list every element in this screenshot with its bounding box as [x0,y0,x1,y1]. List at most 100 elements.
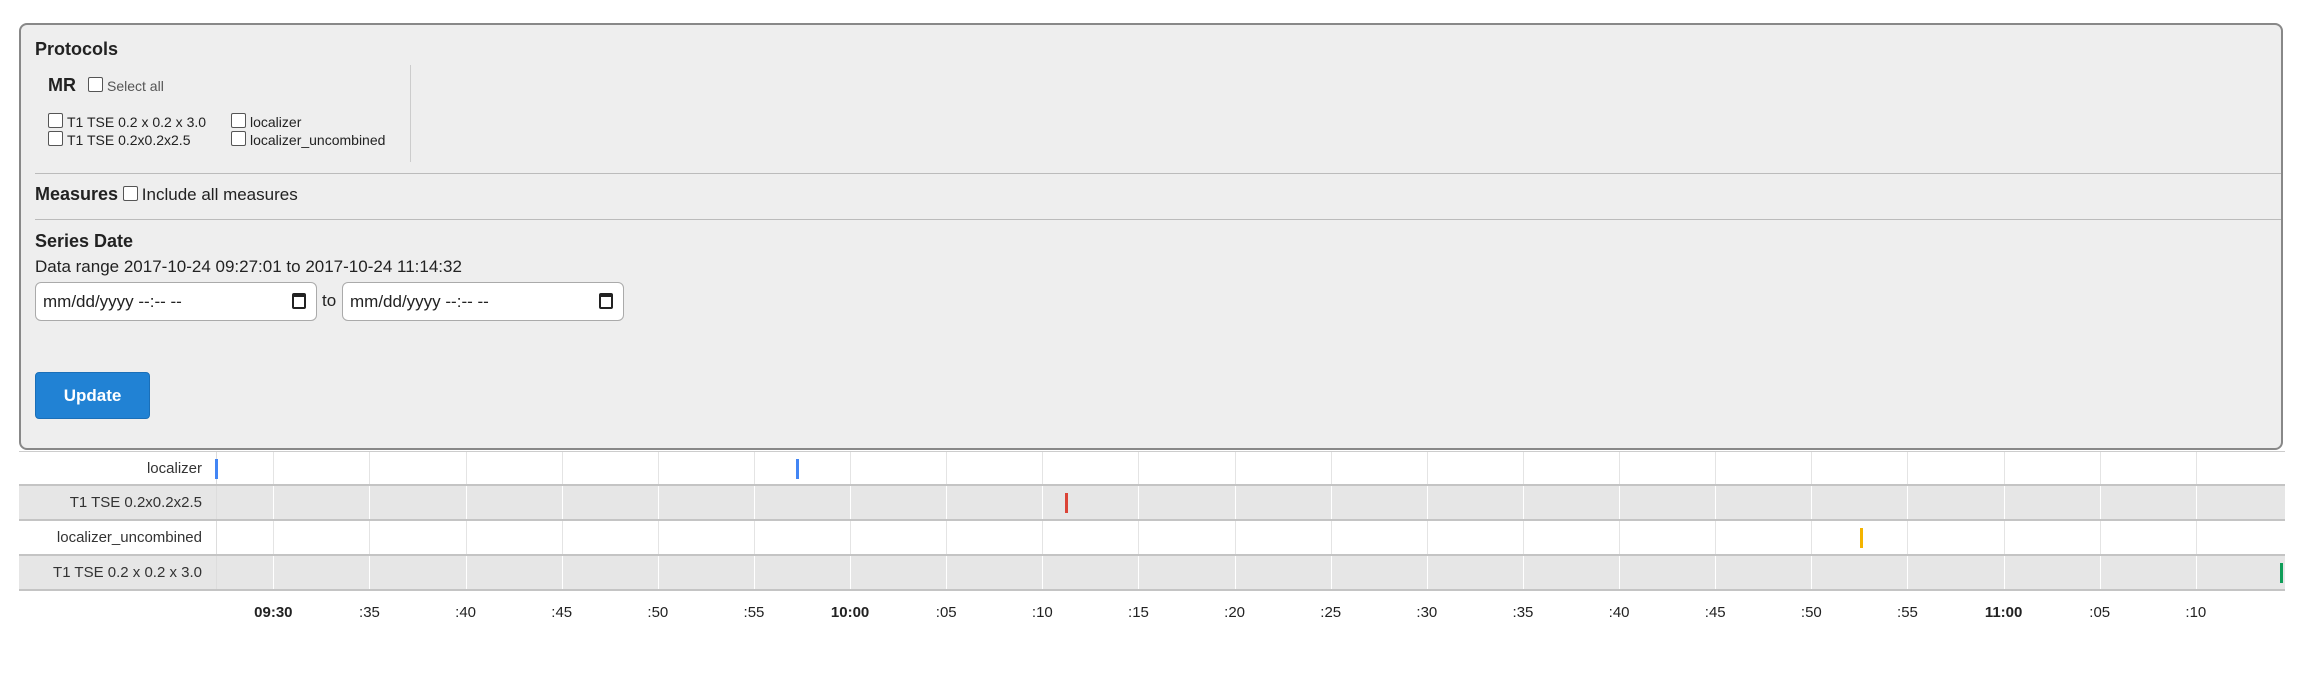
gridline [1138,452,1140,484]
x-tick-label: :35 [1512,604,1534,621]
divider [35,173,2281,174]
gridline [1138,521,1140,554]
measures-heading: Measures [35,184,119,204]
gridline [2195,486,2197,519]
gridline [2003,556,2005,589]
data-range-text: Data range 2017-10-24 09:27:01 to 2017-1… [35,257,462,276]
gridline [369,486,371,519]
gridline [850,556,852,589]
gridline [2195,521,2197,554]
gridline [850,521,852,554]
to-date-placeholder: mm/dd/yyyy --:-- -- [350,292,489,311]
x-tick-label: :40 [455,604,477,621]
x-tick-label: :25 [1320,604,1342,621]
gridline [1042,521,1044,554]
gridline [753,556,755,589]
divider [35,219,2281,220]
gridline [2003,521,2005,554]
calendar-icon[interactable] [292,293,306,309]
protocol-label: localizer [250,114,302,130]
gridline [369,556,371,589]
gridline [1522,486,1524,519]
checkbox[interactable] [231,131,246,146]
checkbox[interactable] [48,113,63,128]
gridline [273,452,275,484]
gridline [946,556,948,589]
to-date-input[interactable]: mm/dd/yyyy --:-- -- [342,282,624,321]
gridline [2195,452,2197,484]
protocol-label: T1 TSE 0.2x0.2x2.5 [67,132,191,148]
gridline [657,486,659,519]
protocol-checkbox[interactable]: T1 TSE 0.2x0.2x2.5 [48,131,190,148]
series-event-mark[interactable] [215,459,218,479]
gridline [1330,452,1332,484]
protocol-checkbox[interactable]: T1 TSE 0.2 x 0.2 x 3.0 [48,113,206,130]
x-tick-label: :45 [551,604,573,621]
from-date-placeholder: mm/dd/yyyy --:-- -- [43,292,182,311]
gridline [1138,486,1140,519]
gridline [1042,486,1044,519]
gridline [946,486,948,519]
x-tick-label: :45 [1704,604,1726,621]
filter-panel: Protocols MR Select all T1 TSE 0.2 x 0.2… [19,23,2283,450]
gridline [273,556,275,589]
x-tick-label: 10:00 [830,604,870,621]
gridline [1522,521,1524,554]
update-button[interactable]: Update [35,372,150,419]
x-tick-label: :15 [1128,604,1149,621]
x-tick-label: :05 [935,604,957,621]
protocol-checkbox[interactable]: localizer [231,113,301,130]
mr-group-label: MR [48,75,76,95]
gridline [946,521,948,554]
gridline [369,452,371,484]
gridline [1522,452,1524,484]
x-tick-label: :40 [1608,604,1630,621]
x-tick-label: :50 [1800,604,1822,621]
series-event-mark[interactable] [1064,493,1068,513]
gridline [1811,556,1813,589]
x-tick-label: :30 [1416,604,1438,621]
series-event-mark[interactable] [2280,563,2283,583]
gridline [1234,486,1236,519]
gridline [1330,556,1332,589]
gridline [1426,452,1428,484]
checkbox[interactable] [48,131,63,146]
gridline [2099,556,2101,589]
gridline [1426,521,1428,554]
gridline [216,556,217,589]
from-date-input[interactable]: mm/dd/yyyy --:-- -- [35,282,317,321]
gridline [2195,556,2197,589]
gridline [561,521,563,554]
gridline [1619,556,1621,589]
row-label: localizer [146,460,202,477]
gridline [1522,556,1524,589]
x-tick-label: :50 [647,604,669,621]
checkbox[interactable] [231,113,246,128]
gridline [216,486,217,519]
timeline-row: T1 TSE 0.2x0.2x2.5 [19,486,2285,521]
gridline [657,452,659,484]
protocol-label: T1 TSE 0.2 x 0.2 x 3.0 [67,114,207,130]
gridline [465,486,467,519]
row-label: T1 TSE 0.2 x 0.2 x 3.0 [53,564,202,581]
protocol-checkbox[interactable]: localizer_uncombined [231,131,385,148]
x-tick-label: :05 [2089,604,2111,621]
gridline [1811,486,1813,519]
include-all-measures-checkbox[interactable] [122,186,138,201]
x-tick-label: :35 [359,604,380,621]
gridline [1811,452,1813,484]
select-all-label: Select all [107,78,164,94]
select-all-checkbox[interactable]: Select all [88,77,164,94]
gridline [1619,486,1621,519]
checkbox[interactable] [88,77,103,92]
series-event-mark[interactable] [1860,528,1864,548]
measures-row: Measures Include all measures [35,184,298,205]
calendar-icon[interactable] [599,293,613,309]
gridline [753,486,755,519]
gridline [657,556,659,589]
series-event-mark[interactable] [796,459,800,479]
gridline [753,521,755,554]
gridline [946,452,948,484]
gridline [1907,486,1909,519]
gridline [561,452,563,484]
